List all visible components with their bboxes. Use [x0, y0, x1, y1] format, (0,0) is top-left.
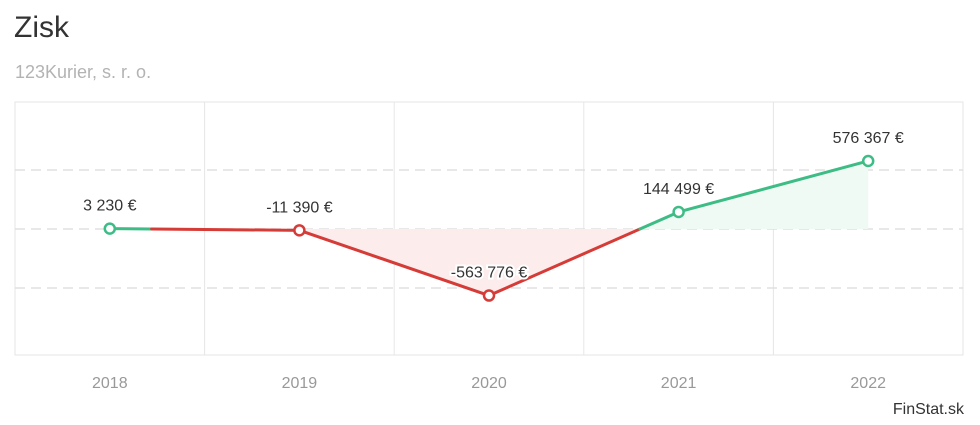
x-tick-label-2022: 2022 — [850, 375, 886, 392]
x-tick-label-2018: 2018 — [92, 375, 128, 392]
data-label-2020: -563 776 € — [451, 265, 528, 282]
negative-line-segment — [487, 227, 642, 298]
chart-subtitle: 123Kurier, s. r. o. — [15, 62, 152, 82]
data-label-2021: 144 499 € — [643, 181, 714, 198]
data-point-2019[interactable] — [293, 224, 306, 237]
finstat-brand-link[interactable]: FinStat.sk — [892, 401, 964, 418]
data-label-2019: -11 390 € — [266, 199, 333, 216]
positive-area — [678, 160, 869, 229]
positive-line-segment — [638, 210, 681, 231]
x-tick-label-2020: 2020 — [471, 375, 507, 392]
x-tick-label-2019: 2019 — [282, 375, 318, 392]
negative-line-segment — [150, 227, 301, 232]
x-tick-label-2021: 2021 — [661, 375, 697, 392]
data-point-2021[interactable] — [672, 205, 685, 219]
chart-title: Zisk — [14, 11, 69, 44]
negative-line-segment — [297, 228, 491, 298]
data-point-2020[interactable] — [482, 289, 496, 302]
data-point-2018[interactable] — [103, 222, 117, 235]
positive-line-segment — [677, 159, 870, 214]
data-label-2018: 3 230 € — [83, 198, 136, 215]
data-label-2022: 576 367 € — [833, 130, 904, 147]
data-point-2022[interactable] — [861, 154, 875, 168]
